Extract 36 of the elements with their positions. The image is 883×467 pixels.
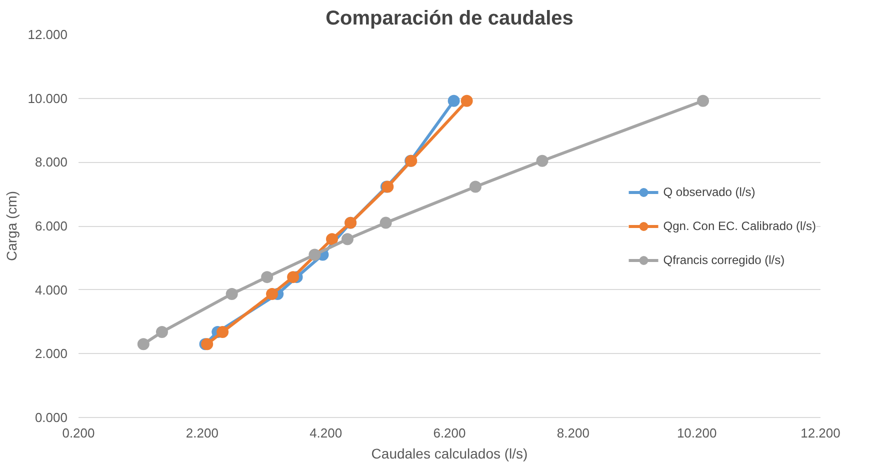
legend-label: Qgn. Con EC. Calibrado (l/s) (663, 218, 816, 232)
y-tick-label: 4.000 (34, 282, 68, 298)
point (697, 94, 710, 107)
y-tick-label: 6.000 (34, 218, 68, 234)
x-tick-label: 12.200 (800, 426, 840, 440)
chart-title: Comparación de caudales (326, 8, 574, 30)
point (156, 326, 168, 338)
legend-label: Q observado (l/s) (663, 184, 756, 198)
point (266, 288, 278, 300)
y-tick-label: 0.000 (34, 410, 68, 425)
x-tick-label: 0.200 (62, 426, 95, 440)
x-tick-label: 8.200 (556, 426, 590, 440)
point (326, 233, 338, 246)
x-tick-label: 2.200 (186, 426, 218, 440)
point (341, 233, 354, 246)
y-tick-label: 8.000 (34, 154, 68, 170)
y-tick-label: 2.000 (34, 346, 68, 362)
point (380, 216, 392, 229)
point (308, 248, 321, 261)
point (137, 338, 150, 350)
y-tick-label: 12.000 (28, 27, 68, 42)
point (216, 326, 229, 338)
x-axis-title: Caudales calculados (l/s) (371, 446, 528, 462)
point (460, 94, 473, 107)
point (536, 154, 548, 167)
y-tick-label: 10.000 (28, 90, 68, 106)
x-tick-label: 10.200 (676, 426, 717, 440)
point (448, 94, 460, 107)
y-axis-title: Carga (cm) (4, 190, 20, 262)
x-tick-label: 6.200 (433, 426, 466, 440)
point (261, 271, 274, 284)
legend-label: Qfrancis corregido (l/s) (663, 252, 785, 266)
point (469, 180, 482, 193)
point (287, 271, 300, 284)
point (226, 288, 238, 300)
x-tick-label: 4.200 (310, 426, 342, 440)
